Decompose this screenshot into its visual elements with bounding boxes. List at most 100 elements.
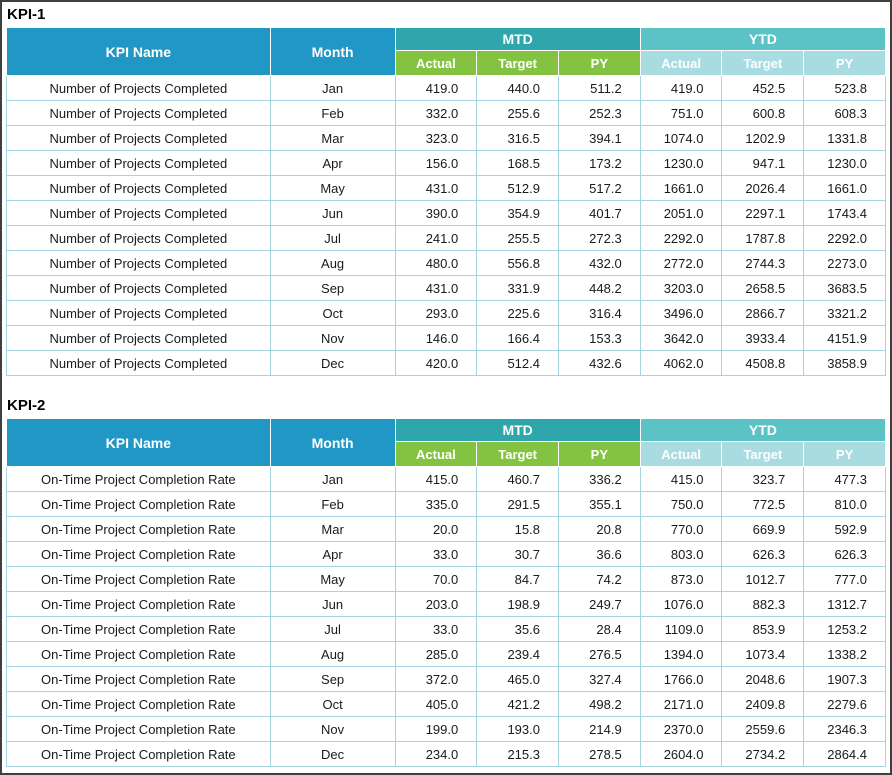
value-cell: 600.8 [721, 100, 805, 126]
kpi-name-cell: Number of Projects Completed [6, 200, 271, 226]
kpi-name-cell: Number of Projects Completed [6, 300, 271, 326]
month-cell: Apr [269, 541, 396, 567]
value-cell: 198.9 [476, 591, 559, 617]
kpi-name-cell: Number of Projects Completed [6, 175, 271, 201]
table-row: Number of Projects Completed Aug 480.0 556.… [6, 250, 886, 276]
value-cell: 415.0 [394, 466, 478, 492]
value-cell: 33.0 [394, 541, 478, 567]
value-cell: 2864.4 [803, 741, 886, 767]
value-cell: 2370.0 [639, 716, 723, 742]
value-cell: 477.3 [803, 466, 886, 492]
table-row: Number of Projects Completed Mar 323.0 316.… [6, 125, 886, 151]
month-cell: Apr [269, 150, 396, 176]
value-cell: 2026.4 [721, 175, 805, 201]
value-cell: 2297.1 [721, 200, 805, 226]
table-row: Number of Projects Completed Nov 146.0 166.… [6, 325, 886, 351]
value-cell: 4062.0 [639, 350, 723, 376]
table-row: On-Time Project Completion Rate Feb 335.0 2… [6, 491, 886, 517]
month-cell: Dec [269, 741, 396, 767]
kpi-name-cell: On-Time Project Completion Rate [6, 541, 271, 567]
ytd-py-header: PY [803, 50, 886, 76]
mtd-actual-header: Actual [394, 50, 478, 76]
value-cell: 4151.9 [803, 325, 886, 351]
table-header: KPI Name Month MTD YTD Actual Target PY … [6, 27, 887, 76]
month-cell: Jul [269, 225, 396, 251]
value-cell: 2658.5 [721, 275, 805, 301]
month-cell: Oct [269, 691, 396, 717]
table-row: Number of Projects Completed Jan 419.0 440.… [6, 75, 886, 101]
kpi-2-section: KPI-2 KPI Name Month MTD YTD Actual Targ… [6, 397, 887, 767]
value-cell: 291.5 [476, 491, 559, 517]
table-row: Number of Projects Completed Oct 293.0 225.… [6, 300, 886, 326]
value-cell: 3933.4 [721, 325, 805, 351]
value-cell: 608.3 [803, 100, 886, 126]
month-cell: Jan [269, 75, 396, 101]
value-cell: 276.5 [557, 641, 641, 667]
value-cell: 3496.0 [639, 300, 723, 326]
value-cell: 272.3 [557, 225, 641, 251]
month-cell: Mar [269, 125, 396, 151]
value-cell: 252.3 [557, 100, 641, 126]
value-cell: 153.3 [557, 325, 641, 351]
kpi-name-cell: On-Time Project Completion Rate [6, 566, 271, 592]
value-cell: 401.7 [557, 200, 641, 226]
table-row: On-Time Project Completion Rate Jul 33.0 35… [6, 616, 886, 642]
value-cell: 146.0 [394, 325, 478, 351]
month-cell: May [269, 175, 396, 201]
kpi-name-cell: Number of Projects Completed [6, 250, 271, 276]
month-cell: Feb [269, 491, 396, 517]
value-cell: 327.4 [557, 666, 641, 692]
mtd-actual-header: Actual [394, 441, 478, 467]
value-cell: 1073.4 [721, 641, 805, 667]
value-cell: 772.5 [721, 491, 805, 517]
month-cell: Sep [269, 275, 396, 301]
value-cell: 2292.0 [639, 225, 723, 251]
value-cell: 626.3 [721, 541, 805, 567]
ytd-actual-header: Actual [639, 50, 723, 76]
value-cell: 354.9 [476, 200, 559, 226]
kpi-name-cell: On-Time Project Completion Rate [6, 616, 271, 642]
table-body: On-Time Project Completion Rate Jan 415.0 4… [6, 466, 886, 767]
value-cell: 2409.8 [721, 691, 805, 717]
mtd-target-header: Target [476, 441, 559, 467]
value-cell: 255.6 [476, 100, 559, 126]
month-cell: Oct [269, 300, 396, 326]
value-cell: 1076.0 [639, 591, 723, 617]
value-cell: 2866.7 [721, 300, 805, 326]
kpi-name-cell: On-Time Project Completion Rate [6, 716, 271, 742]
table-row: On-Time Project Completion Rate Jun 203.0 1… [6, 591, 886, 617]
value-cell: 2292.0 [803, 225, 886, 251]
value-cell: 420.0 [394, 350, 478, 376]
kpi-name-cell: Number of Projects Completed [6, 100, 271, 126]
table-row: On-Time Project Completion Rate Jan 415.0 4… [6, 466, 886, 492]
value-cell: 35.6 [476, 616, 559, 642]
kpi-name-cell: Number of Projects Completed [6, 225, 271, 251]
kpi-name-cell: Number of Projects Completed [6, 275, 271, 301]
value-cell: 432.0 [557, 250, 641, 276]
table-row: Number of Projects Completed Sep 431.0 331.… [6, 275, 886, 301]
value-cell: 33.0 [394, 616, 478, 642]
kpi-1-section: KPI-1 KPI Name Month MTD YTD Actual Targ… [6, 6, 887, 376]
mtd-py-header: PY [557, 50, 641, 76]
month-cell: Mar [269, 516, 396, 542]
value-cell: 249.7 [557, 591, 641, 617]
table-row: On-Time Project Completion Rate Mar 20.0 15… [6, 516, 886, 542]
value-cell: 431.0 [394, 275, 478, 301]
table-row: Number of Projects Completed May 431.0 512.… [6, 175, 886, 201]
value-cell: 255.5 [476, 225, 559, 251]
value-cell: 803.0 [639, 541, 723, 567]
value-cell: 465.0 [476, 666, 559, 692]
value-cell: 405.0 [394, 691, 478, 717]
value-cell: 1230.0 [639, 150, 723, 176]
kpi-name-cell: On-Time Project Completion Rate [6, 466, 271, 492]
kpi-name-cell: On-Time Project Completion Rate [6, 641, 271, 667]
table-body: Number of Projects Completed Jan 419.0 440.… [6, 75, 886, 376]
value-cell: 460.7 [476, 466, 559, 492]
month-header: Month [269, 418, 396, 467]
table-row: On-Time Project Completion Rate Aug 285.0 2… [6, 641, 886, 667]
value-cell: 1743.4 [803, 200, 886, 226]
table-title: KPI-2 [7, 397, 46, 414]
value-cell: 1202.9 [721, 125, 805, 151]
table-header: KPI Name Month MTD YTD Actual Target PY … [6, 418, 887, 467]
value-cell: 84.7 [476, 566, 559, 592]
